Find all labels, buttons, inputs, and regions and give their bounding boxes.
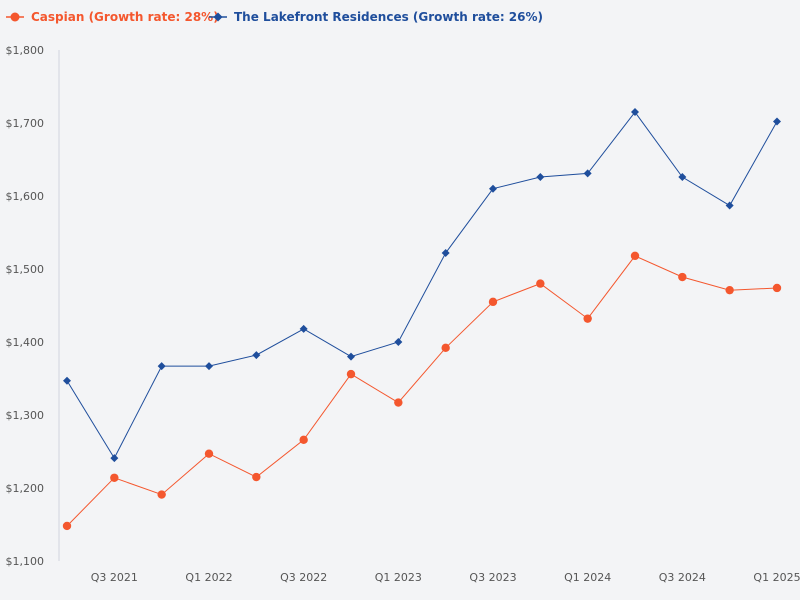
data-point-caspian: [299, 435, 308, 445]
data-point-the-lakefront-residences: [583, 169, 592, 178]
data-point-caspian: [725, 285, 734, 295]
data-point-caspian: [252, 472, 261, 482]
y-tick-label: $1,500: [6, 263, 45, 276]
data-point-the-lakefront-residences: [299, 324, 308, 333]
y-tick-label: $1,600: [6, 190, 45, 203]
data-point-the-lakefront-residences: [205, 362, 213, 371]
data-point-caspian: [630, 251, 640, 261]
data-point-caspian: [441, 343, 450, 353]
y-tick-label: $1,700: [6, 117, 45, 130]
data-point-caspian: [583, 314, 592, 323]
data-point-caspian: [394, 398, 403, 407]
data-point-the-lakefront-residences: [110, 454, 119, 463]
data-point-caspian: [536, 279, 545, 288]
data-point-the-lakefront-residences: [441, 248, 450, 257]
data-point-the-lakefront-residences: [773, 117, 781, 126]
data-point-caspian: [772, 283, 782, 293]
y-tick-label: $1,100: [6, 555, 45, 568]
data-point-caspian: [204, 449, 214, 458]
legend-item-caspian[interactable]: Caspian (Growth rate: 28%): [6, 10, 219, 24]
data-point-the-lakefront-residences: [536, 173, 545, 182]
series-line-caspian: [66, 255, 778, 527]
data-point-caspian: [678, 272, 687, 282]
legend-label-caspian: Caspian (Growth rate: 28%): [31, 10, 219, 24]
data-point-the-lakefront-residences: [678, 173, 687, 182]
x-tick-label: Q1 2022: [185, 571, 232, 584]
x-tick-label: Q1 2024: [564, 571, 611, 584]
y-tick-label: $1,300: [6, 409, 45, 422]
x-tick-label: Q3 2022: [280, 571, 327, 584]
legend-marker-caspian: [10, 12, 20, 22]
data-point-the-lakefront-residences: [347, 352, 355, 361]
legend-label-lakefront: The Lakefront Residences (Growth rate: 2…: [234, 10, 543, 24]
x-tick-label: Q3 2023: [469, 571, 516, 584]
legend-item-lakefront[interactable]: The Lakefront Residences (Growth rate: 2…: [209, 10, 543, 24]
x-axis: Q3 2021 Q1 2022 Q3 2022 Q1 2023 Q3 2023 Q1 20…: [91, 571, 800, 584]
data-point-caspian: [488, 297, 498, 307]
x-tick-label: Q1 2023: [375, 571, 422, 584]
legend-marker-lakefront: [213, 12, 223, 22]
data-point-the-lakefront-residences: [631, 108, 639, 117]
legend: Caspian (Growth rate: 28%) The Lakefront…: [6, 10, 543, 24]
plot-area: [62, 108, 782, 531]
x-tick-label: Q3 2021: [91, 571, 138, 584]
series-the-lakefront-residences: [63, 108, 781, 463]
y-tick-label: $1,200: [6, 482, 45, 495]
data-point-the-lakefront-residences: [252, 351, 261, 360]
x-tick-label: Q1 2025: [753, 571, 800, 584]
data-point-the-lakefront-residences: [725, 201, 734, 210]
series-line-the-lakefront-residences: [66, 111, 778, 460]
data-point-the-lakefront-residences: [489, 184, 497, 193]
data-point-caspian: [110, 473, 119, 482]
data-point-caspian: [157, 490, 166, 499]
data-point-the-lakefront-residences: [157, 362, 166, 371]
data-point-caspian: [346, 369, 356, 379]
y-tick-label: $1,800: [6, 44, 45, 57]
y-tick-label: $1,400: [6, 336, 45, 349]
x-tick-label: Q3 2024: [659, 571, 706, 584]
y-axis: $1,100 $1,200 $1,300 $1,400 $1,500 $1,600 $1,7…: [6, 44, 45, 568]
data-point-caspian: [62, 521, 72, 531]
data-point-the-lakefront-residences: [63, 376, 71, 385]
data-point-the-lakefront-residences: [394, 338, 403, 346]
series-caspian: [62, 251, 782, 531]
